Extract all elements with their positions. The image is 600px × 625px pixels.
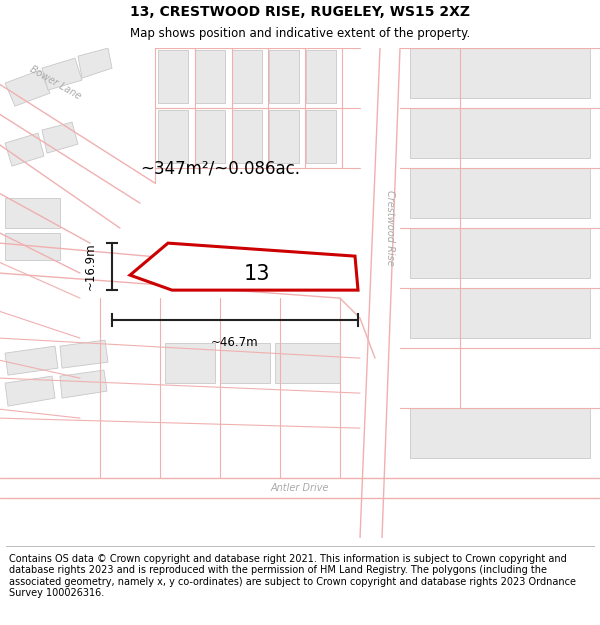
Polygon shape <box>158 110 188 163</box>
Polygon shape <box>78 48 112 78</box>
Text: 13, CRESTWOOD RISE, RUGELEY, WS15 2XZ: 13, CRESTWOOD RISE, RUGELEY, WS15 2XZ <box>130 5 470 19</box>
Text: Map shows position and indicative extent of the property.: Map shows position and indicative extent… <box>130 27 470 39</box>
Polygon shape <box>5 198 60 228</box>
Polygon shape <box>130 243 358 290</box>
Polygon shape <box>195 50 225 103</box>
Polygon shape <box>5 346 58 375</box>
Polygon shape <box>42 122 78 153</box>
Polygon shape <box>232 110 262 163</box>
Polygon shape <box>60 340 108 368</box>
Polygon shape <box>165 343 215 383</box>
Polygon shape <box>60 370 107 398</box>
Polygon shape <box>195 110 225 163</box>
Text: ~16.9m: ~16.9m <box>83 242 97 291</box>
Polygon shape <box>5 233 60 260</box>
Polygon shape <box>275 343 340 383</box>
Text: 13: 13 <box>244 264 270 284</box>
Polygon shape <box>306 50 336 103</box>
Text: Contains OS data © Crown copyright and database right 2021. This information is : Contains OS data © Crown copyright and d… <box>9 554 576 598</box>
Text: Antler Drive: Antler Drive <box>271 483 329 493</box>
Polygon shape <box>410 408 590 458</box>
Polygon shape <box>410 48 590 98</box>
Polygon shape <box>306 110 336 163</box>
Polygon shape <box>410 288 590 338</box>
Polygon shape <box>410 228 590 278</box>
Polygon shape <box>42 58 82 90</box>
Polygon shape <box>5 70 50 106</box>
Polygon shape <box>5 133 44 166</box>
Text: Bower Lane: Bower Lane <box>28 64 82 102</box>
Polygon shape <box>269 110 299 163</box>
Polygon shape <box>158 50 188 103</box>
Polygon shape <box>269 50 299 103</box>
Text: ~347m²/~0.086ac.: ~347m²/~0.086ac. <box>140 159 300 177</box>
Polygon shape <box>220 343 270 383</box>
Text: Crestwood Rise: Crestwood Rise <box>385 190 395 266</box>
Polygon shape <box>232 50 262 103</box>
Polygon shape <box>5 376 55 406</box>
Polygon shape <box>410 108 590 158</box>
Polygon shape <box>410 168 590 218</box>
Text: ~46.7m: ~46.7m <box>211 336 259 349</box>
